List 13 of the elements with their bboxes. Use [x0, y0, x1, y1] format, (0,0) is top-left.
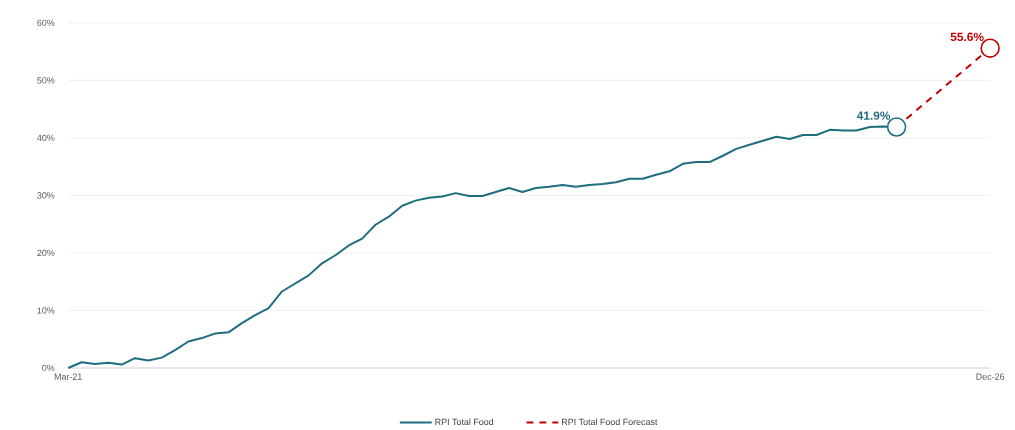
y-tick-label: 20%	[37, 249, 55, 256]
y-tick-label: 0%	[42, 364, 55, 371]
annotation: 41.9%	[856, 111, 891, 120]
annotation: 55.6%	[950, 32, 984, 41]
x-tick-label: Mar-21	[54, 373, 82, 380]
legend-label: RPI Total Food Forecast	[562, 418, 658, 425]
y-tick-label: 60%	[37, 19, 55, 26]
y-tick-label: 10%	[37, 307, 55, 314]
y-tick-label: 30%	[37, 192, 55, 199]
x-tick-label: Dec-26	[976, 373, 1005, 380]
y-tick-label: 50%	[37, 77, 55, 84]
legend-label: RPI Total Food	[435, 418, 494, 425]
y-tick-label: 40%	[37, 134, 55, 141]
